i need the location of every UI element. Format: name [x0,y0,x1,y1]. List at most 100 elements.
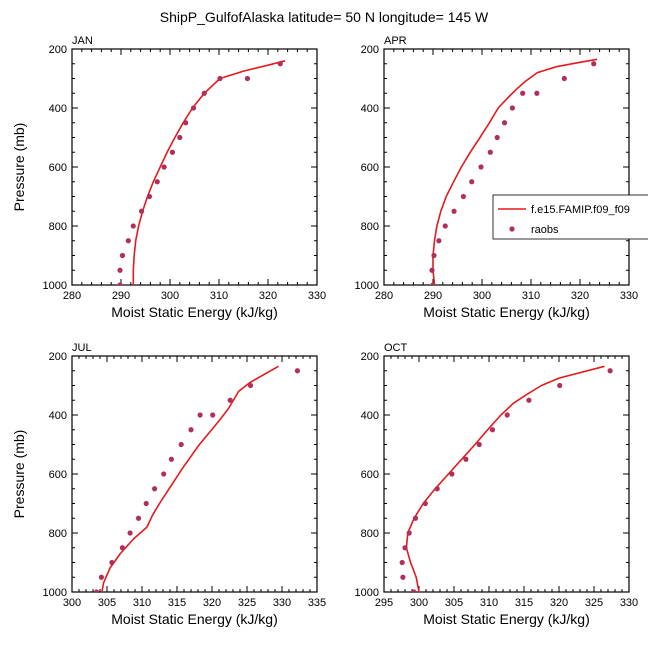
obs-point [501,120,508,126]
panel-apr: APR 280 290 300 310 320 330 200 400 600 800 1000 Moi… [355,35,639,320]
obs-point [119,545,125,551]
x-tick-label: 300 [161,290,179,302]
obs-point [399,559,405,566]
obs-point [98,574,104,580]
x-tick-label: 310 [210,290,228,302]
legend-label-model: f.e15.FAMIP.f09_f09 [531,204,630,216]
x-tick-label: 290 [112,290,130,302]
x-tick-label: 310 [522,290,540,302]
obs-point [561,75,567,82]
obs-point [509,105,515,111]
x-tick-label: 290 [424,290,442,302]
obs-point [177,134,183,141]
obs-point [422,500,428,507]
x-tick-label: 320 [203,597,221,609]
panel-jan: JAN 280 290 300 310 320 330 200 400 600 800 1000 Moi… [11,35,326,320]
obs-point [406,530,412,536]
obs-point [591,61,597,67]
x-tick-label: 330 [308,290,326,302]
obs-point [534,90,540,96]
model-series-line [432,58,598,285]
x-tick-label: 315 [515,597,533,609]
obs-point [504,412,510,418]
x-tick-label: 330 [620,597,638,609]
y-tick-label: 200 [49,44,67,56]
obs-point [411,589,417,592]
plot-area [399,365,613,592]
y-tick-label: 1000 [43,587,67,599]
obs-point [178,441,184,448]
y-tick-label: 800 [361,528,379,540]
obs-point [125,238,131,244]
obs-point [489,427,496,433]
x-tick-label: 310 [133,597,151,609]
plot-frame [71,355,318,593]
x-axis-title: Moist Static Energy (kJ/kg) [111,304,278,320]
obs-point [109,559,115,566]
x-tick-label: 305 [98,597,116,609]
plot-area [117,60,286,285]
model-series-line [101,365,279,592]
obs-point [400,574,406,580]
plot-frame [71,48,318,286]
obs-point [607,368,613,374]
obs-point [557,382,563,389]
y-tick-label: 800 [49,528,67,540]
obs-point [210,412,216,418]
obs-point [119,252,126,259]
x-axis-title: Moist Static Energy (kJ/kg) [423,611,590,627]
obs-point [161,164,167,170]
obs-point [520,90,526,96]
x-tick-label: 300 [410,597,428,609]
y-tick-label: 800 [49,221,67,233]
obs-point [402,545,408,551]
obs-point [247,382,254,389]
x-tick-label: 280 [63,290,81,302]
y-tick-label: 600 [361,469,379,481]
obs-point [442,223,448,229]
chart-title: ShipP_GulfofAlaska latitude= 50 N longit… [160,9,489,25]
y-tick-label: 1000 [355,587,379,599]
obs-point [183,120,189,126]
y-tick-label: 600 [49,162,67,174]
obs-point [429,267,435,273]
panel-label: JUL [72,342,92,354]
panel-oct: OCT 295 300 305 310 315 320 325 330 200 400 600 800 1… [355,342,639,627]
obs-point [190,105,197,111]
x-axis-title: Moist Static Energy (kJ/kg) [111,611,278,627]
model-series-line [132,60,286,285]
obs-point [217,75,223,82]
obs-point [412,515,419,521]
y-tick-label: 400 [49,103,67,115]
y-tick-label: 600 [49,469,67,481]
obs-point [478,164,484,170]
x-tick-label: 320 [259,290,277,302]
obs-point [277,61,283,67]
obs-point [130,223,136,229]
plot-area [429,58,598,285]
x-tick-label: 310 [480,597,498,609]
obs-point [469,179,475,185]
obs-point [476,441,482,448]
obs-point [294,368,300,374]
plot-frame [383,48,630,286]
obs-point [117,282,123,285]
y-tick-label: 200 [361,44,379,56]
plot-frame [383,355,630,593]
x-tick-label: 325 [238,597,256,609]
legend-point-swatch [509,226,515,232]
y-tick-label: 600 [361,162,379,174]
panels: JAN 280 290 300 310 320 330 200 400 600 800 1000 Moi… [11,35,638,627]
y-tick-label: 400 [361,103,379,115]
obs-point [197,412,203,418]
obs-point [526,397,532,403]
x-tick-label: 300 [63,597,81,609]
obs-point [244,75,251,82]
panel-label: APR [384,35,407,47]
obs-point [487,149,493,155]
obs-point [152,486,158,492]
panel-jul: JUL 300 305 310 315 320 325 330 335 200 400 600 800 1… [11,342,326,627]
x-axis-title: Moist Static Energy (kJ/kg) [423,304,590,320]
obs-point [434,486,440,492]
